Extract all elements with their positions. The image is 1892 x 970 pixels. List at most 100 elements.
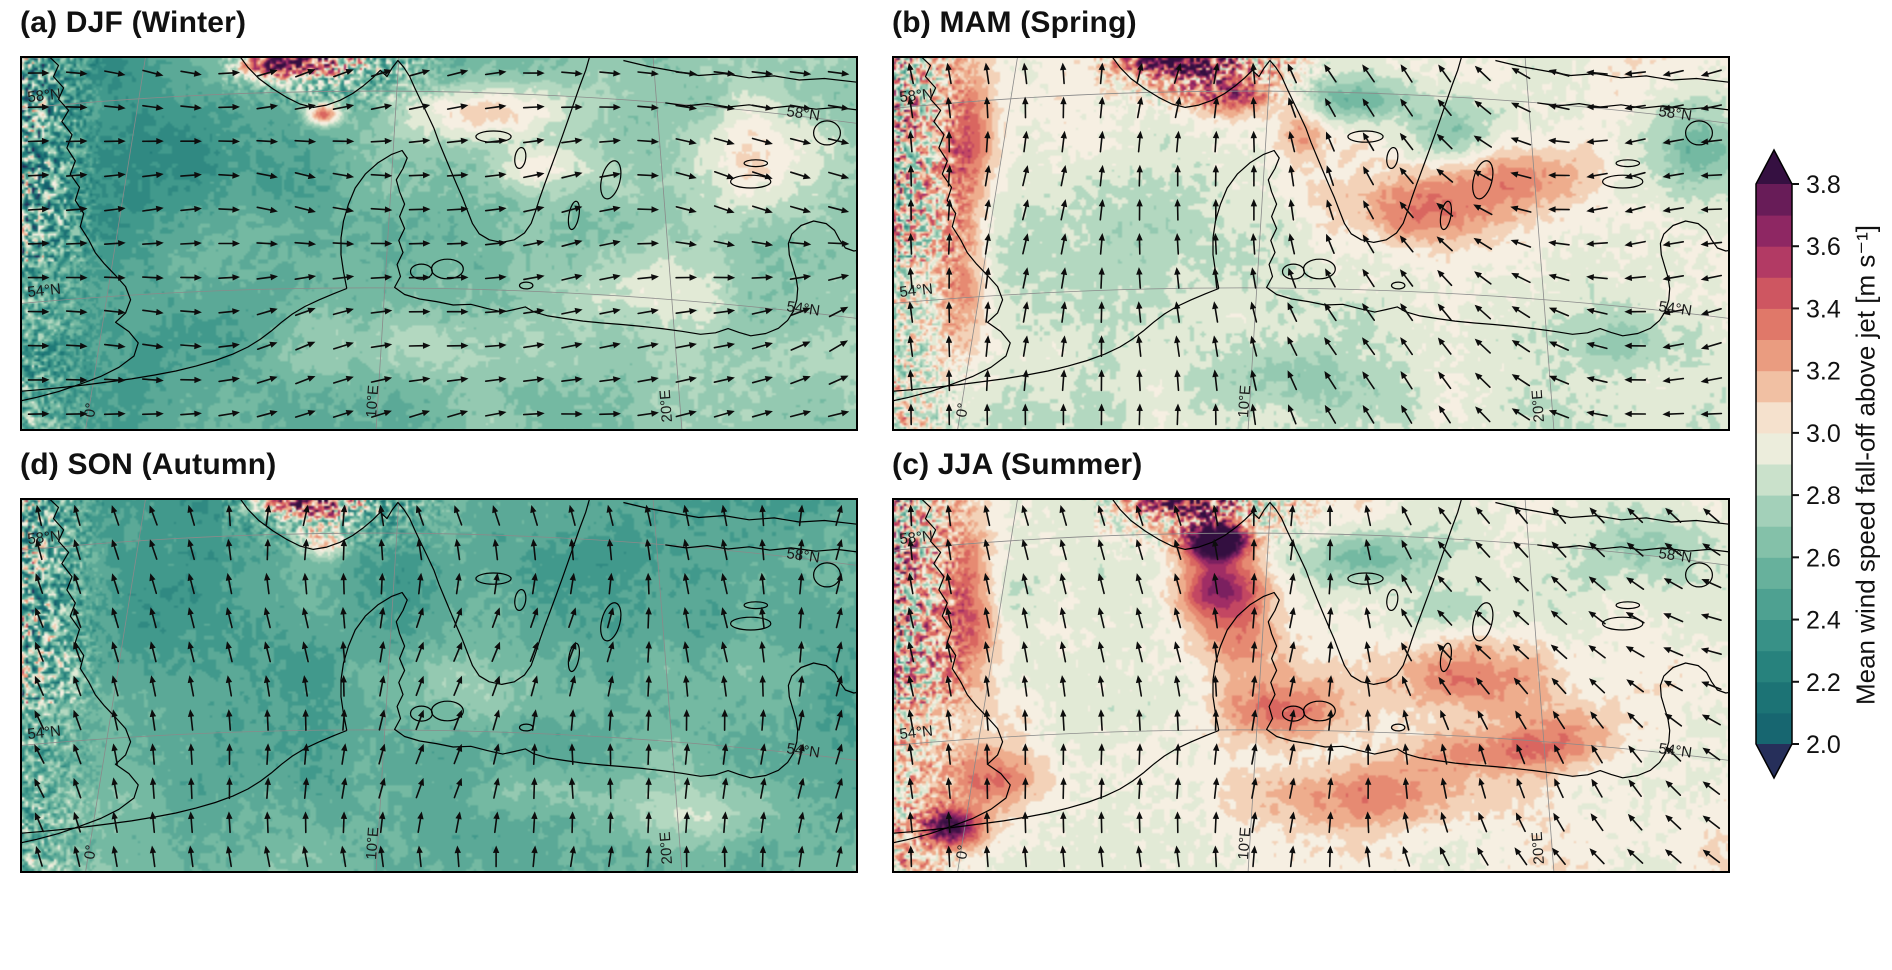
lon-line-20e <box>1524 56 1555 431</box>
lat-line-54n <box>20 729 858 761</box>
graticule-label: 54°N <box>899 723 934 743</box>
graticule-label: 58°N <box>899 86 934 106</box>
graticule-label: 58°N <box>27 86 62 106</box>
arrow-shafts <box>36 511 841 868</box>
colorbar-extend-min <box>1756 744 1792 778</box>
graticule <box>892 498 1730 873</box>
map-overlay-djf-winter: 58°N 58°N 54°N 54°N 0° 10°E 20°E <box>20 56 858 431</box>
graticule-labels: 58°N 58°N 54°N 54°N 0° 10°E 20°E <box>899 528 1693 865</box>
colorbar-bands <box>1756 183 1792 745</box>
graticule-label: 54°N <box>1657 298 1693 319</box>
graticule-label: 54°N <box>899 281 934 301</box>
graticule-label: 20°E <box>657 831 676 865</box>
panel-jja-summer: (c) JJA (Summer) 58°N 58°N 54°N 54°N 0° 10°E 2… <box>892 448 1730 873</box>
graticule-labels: 58°N 58°N 54°N 54°N 0° 10°E 20°E <box>27 528 821 865</box>
lat-line-54n <box>892 287 1730 319</box>
arrow-heads <box>907 62 1709 418</box>
map-border <box>892 498 1730 873</box>
graticule-label: 10°E <box>363 384 382 418</box>
map-overlay-son-autumn: 58°N 58°N 54°N 54°N 0° 10°E 20°E <box>20 498 858 873</box>
arrow-heads <box>907 504 1711 857</box>
colorbar-tick-label: 3.8 <box>1806 171 1841 199</box>
graticule-label: 58°N <box>27 528 62 548</box>
colorbar-tick-label: 2.2 <box>1806 669 1841 697</box>
graticule-label: 58°N <box>785 103 821 124</box>
wind-arrows <box>907 62 1723 426</box>
heatmap-canvas-jja-summer <box>892 498 1730 873</box>
map-border <box>892 56 1730 431</box>
lon-line-10e <box>1247 56 1272 431</box>
graticule-label: 58°N <box>1657 103 1693 124</box>
lat-line-58n <box>892 90 1730 124</box>
lon-line-10e <box>1247 498 1272 873</box>
graticule-label: 58°N <box>1657 545 1693 566</box>
graticule-label: 58°N <box>899 528 934 548</box>
graticule-label: 54°N <box>785 740 821 761</box>
graticule-label: 10°E <box>363 826 382 860</box>
colorbar-tick-label: 3.4 <box>1806 295 1841 323</box>
arrow-heads <box>41 69 850 418</box>
graticule-label: 20°E <box>657 389 676 423</box>
graticule-label: 0° <box>953 402 972 419</box>
panel-title-djf-winter: (a) DJF (Winter) <box>20 6 247 39</box>
graticule-label: 54°N <box>27 281 62 301</box>
map-overlay-jja-summer: 58°N 58°N 54°N 54°N 0° 10°E 20°E <box>892 498 1730 873</box>
map-djf-winter: 58°N 58°N 54°N 54°N 0° 10°E 20°E <box>20 56 858 431</box>
colorbar-extend-max <box>1756 150 1792 184</box>
graticule-label: 20°E <box>1529 389 1548 423</box>
graticule-label: 0° <box>953 844 972 861</box>
map-jja-summer: 58°N 58°N 54°N 54°N 0° 10°E 20°E <box>892 498 1730 873</box>
arrow-shafts <box>27 69 843 418</box>
colorbar-svg: 2.0 2.2 2.4 2.6 2.8 3.0 3.2 3.4 3.6 3.8 <box>1755 148 1841 780</box>
colorbar-tick-label: 2.8 <box>1806 482 1841 510</box>
graticule <box>20 498 858 873</box>
lat-line-58n <box>20 90 858 124</box>
colorbar-tick-label: 3.0 <box>1806 420 1841 448</box>
lat-line-54n <box>892 729 1730 761</box>
lat-line-58n <box>20 532 858 566</box>
colorbar-label: Mean wind speed fall-off above jet [m s⁻… <box>1850 224 1881 706</box>
heatmap-canvas-son-autumn <box>20 498 858 873</box>
arrow-shafts <box>909 69 1723 426</box>
coastlines <box>892 498 1730 844</box>
graticule-labels: 58°N 58°N 54°N 54°N 0° 10°E 20°E <box>27 86 821 423</box>
graticule-label: 54°N <box>1657 740 1693 761</box>
panel-mam-spring: (b) MAM (Spring) 58°N 58°N 54°N 54°N 0° 10°E 2… <box>892 6 1730 431</box>
graticule-label: 10°E <box>1235 826 1254 860</box>
graticule-label: 58°N <box>785 545 821 566</box>
wind-arrows <box>907 504 1722 868</box>
graticule <box>892 56 1730 431</box>
lat-line-54n <box>20 287 858 319</box>
panel-title-mam-spring: (b) MAM (Spring) <box>892 6 1137 39</box>
graticule-label: 20°E <box>1529 831 1548 865</box>
lat-line-58n <box>892 532 1730 566</box>
colorbar-tick-label: 2.4 <box>1806 607 1841 635</box>
graticule-label: 54°N <box>785 298 821 319</box>
map-overlay-mam-spring: 58°N 58°N 54°N 54°N 0° 10°E 20°E <box>892 56 1730 431</box>
graticule-label: 10°E <box>1235 384 1254 418</box>
lon-line-20e <box>652 498 683 873</box>
panel-djf-winter: (a) DJF (Winter) 58°N 58°N 54°N 54°N 0° 10°E 2… <box>20 6 858 431</box>
colorbar-tick-label: 3.6 <box>1806 233 1841 261</box>
colorbar-ticks: 2.0 2.2 2.4 2.6 2.8 3.0 3.2 3.4 3.6 3.8 <box>1792 171 1841 759</box>
lon-line-20e <box>652 56 683 431</box>
colorbar-tick-label: 2.6 <box>1806 544 1841 572</box>
colorbar-tick-label: 2.0 <box>1806 731 1841 759</box>
graticule-label: 54°N <box>27 723 62 743</box>
lon-line-20e <box>1524 498 1555 873</box>
arrow-heads <box>34 504 843 854</box>
map-border <box>20 498 858 873</box>
panel-title-jja-summer: (c) JJA (Summer) <box>892 448 1143 481</box>
panel-son-autumn: (d) SON (Autumn) 58°N 58°N 54°N 54°N 0° 10°E 2… <box>20 448 858 873</box>
graticule-label: 0° <box>81 402 100 419</box>
map-border <box>20 56 858 431</box>
graticule-label: 0° <box>81 844 100 861</box>
graticule-labels: 58°N 58°N 54°N 54°N 0° 10°E 20°E <box>899 86 1693 423</box>
map-mam-spring: 58°N 58°N 54°N 54°N 0° 10°E 20°E <box>892 56 1730 431</box>
arrow-shafts <box>909 511 1722 868</box>
panel-title-son-autumn: (d) SON (Autumn) <box>20 448 277 481</box>
colorbar: 2.0 2.2 2.4 2.6 2.8 3.0 3.2 3.4 3.6 3.8 Mean wind… <box>1744 112 1892 818</box>
map-son-autumn: 58°N 58°N 54°N 54°N 0° 10°E 20°E <box>20 498 858 873</box>
colorbar-tick-label: 3.2 <box>1806 358 1841 386</box>
